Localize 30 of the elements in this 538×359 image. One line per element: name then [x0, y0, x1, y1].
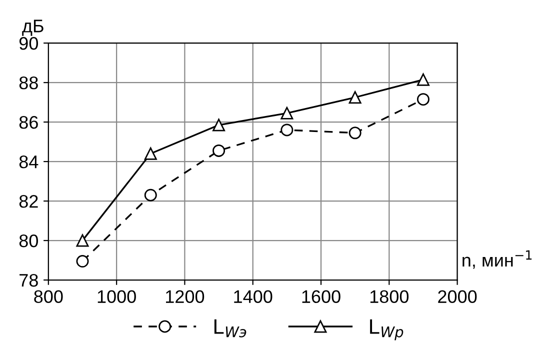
x-tick-label: 2000: [438, 290, 477, 304]
x-tick-label: 1000: [98, 290, 136, 304]
point: [280, 124, 294, 136]
y-axis-title: дБ: [22, 20, 44, 36]
x-tick-label: 1200: [166, 290, 204, 304]
x-tick-label: 1600: [302, 290, 340, 304]
x-tick-label: 1800: [370, 290, 409, 304]
point: [76, 234, 89, 247]
point: [280, 106, 294, 120]
x-tick-label: 1400: [234, 290, 272, 304]
point: [144, 188, 157, 202]
point: [416, 73, 430, 86]
y-tick-label: 90: [19, 37, 38, 50]
point: [76, 255, 89, 268]
x-axis-title: n, мин$^{−1}$: [462, 250, 532, 269]
legend-label: L$_{Wэ}$: [214, 319, 246, 338]
point: [144, 147, 157, 160]
y-tick-label: 88: [19, 76, 38, 90]
y-tick-label: 84: [19, 155, 38, 168]
point: [212, 118, 226, 132]
legend-label: L$_{Wр}$: [370, 319, 404, 340]
point: [348, 126, 362, 140]
point: [212, 144, 226, 157]
y-tick-label: 86: [19, 116, 38, 129]
point: [416, 93, 430, 106]
y-tick-label: 78: [20, 274, 38, 287]
x-tick-label: 800: [34, 290, 63, 304]
point: [348, 91, 362, 104]
y-tick-label: 82: [19, 194, 38, 208]
y-tick-label: 80: [19, 234, 38, 248]
